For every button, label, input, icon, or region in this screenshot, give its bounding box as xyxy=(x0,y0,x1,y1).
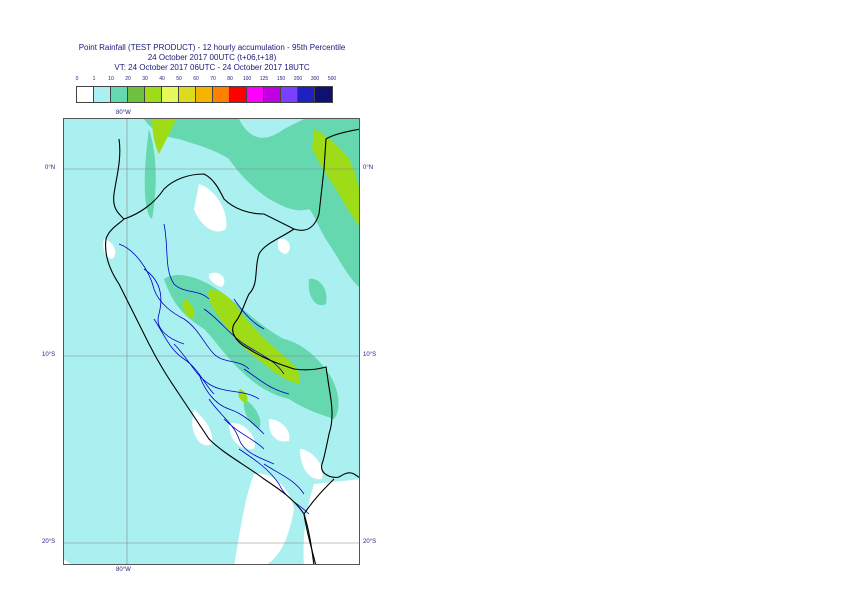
rain-heavy xyxy=(152,119,359,403)
legend-label: 50 xyxy=(176,76,182,82)
lat-label-right-0: 0°N xyxy=(363,165,374,171)
legend-labels: 0 1 10 20 30 40 50 60 70 80 100 125 150 200 300 500 xyxy=(76,76,376,84)
lat-label-right-20: 20°S xyxy=(363,539,377,545)
graticule xyxy=(64,119,359,564)
legend-label: 1 xyxy=(92,76,96,82)
legend-swatch xyxy=(111,87,128,102)
legend-label: 10 xyxy=(108,76,114,82)
legend-label: 150 xyxy=(276,76,286,82)
legend-label: 500 xyxy=(327,76,337,82)
legend-swatch xyxy=(77,87,94,102)
legend-swatch xyxy=(128,87,145,102)
legend-label: 100 xyxy=(242,76,252,82)
legend-swatch xyxy=(247,87,264,102)
rainfall-map xyxy=(63,118,360,565)
legend-swatch xyxy=(94,87,111,102)
legend-bar xyxy=(76,86,333,103)
legend-label: 125 xyxy=(259,76,269,82)
legend-swatch xyxy=(162,87,179,102)
valid-time: VT: 24 October 2017 06UTC - 24 October 2… xyxy=(114,63,310,72)
lat-label-left-10: 10°S xyxy=(42,352,56,358)
color-legend: 0 1 10 20 30 40 50 60 70 80 100 125 150 200 300 500 xyxy=(76,76,376,103)
legend-label: 40 xyxy=(159,76,165,82)
lat-label-left-0: 0°N xyxy=(45,165,56,171)
legend-swatch xyxy=(281,87,298,102)
legend-label: 70 xyxy=(210,76,216,82)
lon-label-top: 80°W xyxy=(116,110,131,116)
legend-label: 30 xyxy=(142,76,148,82)
map-canvas xyxy=(64,119,359,564)
legend-swatch xyxy=(298,87,315,102)
legend-label: 20 xyxy=(125,76,131,82)
legend-label: 0 xyxy=(75,76,79,82)
legend-swatch xyxy=(179,87,196,102)
legend-swatch xyxy=(315,87,332,102)
lat-label-right-10: 10°S xyxy=(363,352,377,358)
legend-swatch xyxy=(196,87,213,102)
legend-swatch xyxy=(213,87,230,102)
legend-label: 60 xyxy=(193,76,199,82)
lat-label-left-20: 20°S xyxy=(42,539,56,545)
legend-swatch xyxy=(230,87,247,102)
map-title: Point Rainfall (TEST PRODUCT) - 12 hourl… xyxy=(78,43,346,52)
base-time: 24 October 2017 00UTC (t+06,t+18) xyxy=(147,53,277,62)
coastline xyxy=(105,128,359,564)
legend-label: 300 xyxy=(310,76,320,82)
legend-label: 200 xyxy=(293,76,303,82)
legend-label: 80 xyxy=(227,76,233,82)
lon-label-bottom: 80°W xyxy=(116,567,131,573)
legend-swatch xyxy=(145,87,162,102)
admin-boundaries xyxy=(118,223,310,515)
legend-swatch xyxy=(264,87,281,102)
